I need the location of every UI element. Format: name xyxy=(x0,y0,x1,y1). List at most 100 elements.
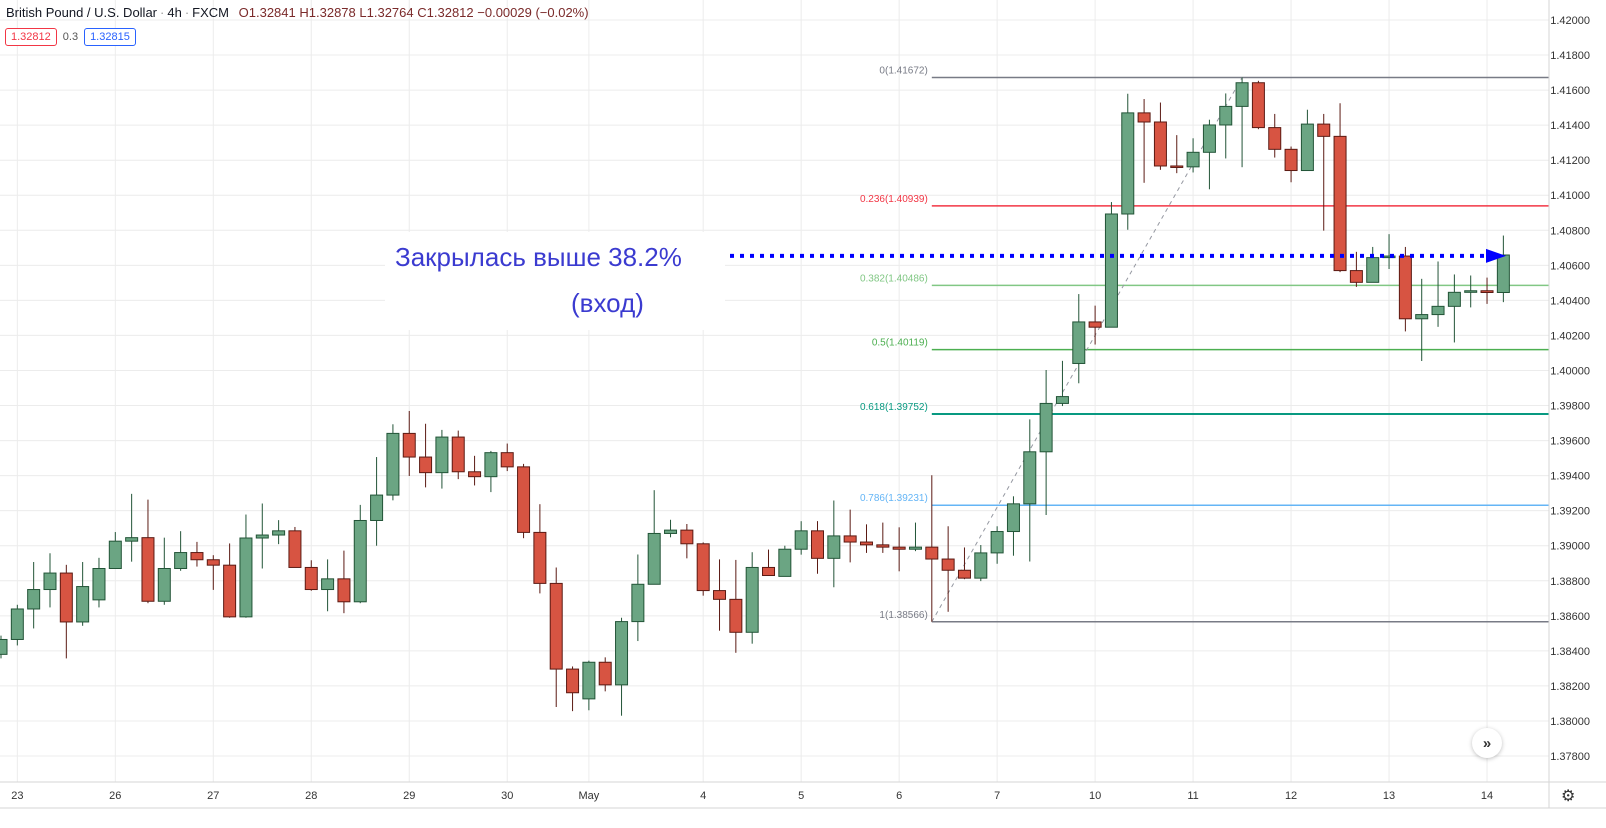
candle-body xyxy=(0,638,8,655)
close-value: C1.32812 xyxy=(417,5,474,20)
candle-body xyxy=(615,621,629,686)
change-value: −0.00029 (−0.02%) xyxy=(477,5,589,20)
candle xyxy=(386,424,400,501)
candle-body xyxy=(696,543,710,592)
candle xyxy=(255,503,269,569)
candle-body xyxy=(1153,121,1167,167)
candle xyxy=(451,430,465,480)
candle xyxy=(1300,109,1314,172)
price-tick-label: 1.40800 xyxy=(1550,225,1590,237)
candle xyxy=(549,567,563,707)
candle xyxy=(647,490,661,585)
interval[interactable]: 4h xyxy=(167,5,182,20)
candle-body xyxy=(1023,451,1037,505)
gear-icon[interactable]: ⚙ xyxy=(1561,788,1576,805)
candle xyxy=(353,504,367,604)
candle-body xyxy=(141,537,155,602)
time-tick-label: 28 xyxy=(305,790,317,802)
annotation-arrow xyxy=(730,248,1506,263)
price-tick-label: 1.39400 xyxy=(1550,471,1590,483)
candle xyxy=(1039,369,1053,516)
candle xyxy=(435,429,449,489)
price-tick-label: 1.41200 xyxy=(1550,155,1590,167)
candle xyxy=(484,450,498,493)
candle-body xyxy=(402,432,416,458)
candle xyxy=(696,542,710,596)
candle-body xyxy=(925,546,939,560)
candle xyxy=(321,559,335,612)
fib-level-label: 0.618(1.39752) xyxy=(860,402,928,413)
candle-body xyxy=(10,608,24,640)
candle-body xyxy=(468,471,482,478)
fib-trend-line xyxy=(931,77,1243,623)
price-tick-label: 1.38800 xyxy=(1550,576,1590,588)
candle-body xyxy=(272,530,286,536)
candle xyxy=(1382,234,1396,270)
candle-body xyxy=(974,552,988,579)
candle-body xyxy=(1235,82,1249,107)
time-axis: 23 26 27 28 29 30 May 4 5 6 7 10 11 12 13 14 xyxy=(0,781,1606,809)
candle xyxy=(827,500,841,588)
price-tick-label: 1.40400 xyxy=(1550,295,1590,307)
candle xyxy=(1170,135,1184,174)
candle xyxy=(1186,138,1200,173)
candle xyxy=(1251,80,1265,130)
sell-button[interactable]: 1.32812 xyxy=(5,28,57,46)
candle-body xyxy=(76,586,90,623)
candle xyxy=(1333,103,1347,273)
candle-body xyxy=(533,531,547,584)
trade-buttons: 1.32812 0.3 1.32815 xyxy=(5,28,136,46)
candle-body xyxy=(1055,396,1069,404)
candle-body xyxy=(745,566,759,633)
time-tick-label: 12 xyxy=(1285,790,1297,802)
candle-body xyxy=(92,568,106,601)
candle xyxy=(1431,261,1445,327)
candle-body xyxy=(321,578,335,591)
candle xyxy=(1268,113,1282,158)
candle xyxy=(1480,277,1494,304)
candle xyxy=(680,523,694,559)
scroll-to-realtime-button[interactable]: » xyxy=(1472,728,1502,758)
candle-body xyxy=(1464,290,1478,293)
candle xyxy=(745,552,759,644)
candle xyxy=(598,657,612,692)
candle xyxy=(974,545,988,582)
time-tick-label: 29 xyxy=(403,790,415,802)
candle-body xyxy=(713,590,727,600)
candle xyxy=(370,457,384,546)
candle-body xyxy=(1268,127,1282,150)
price-tick-label: 1.38600 xyxy=(1550,611,1590,623)
candle-body xyxy=(353,519,367,603)
candle-body xyxy=(631,583,645,623)
time-tick-label: 4 xyxy=(700,790,706,802)
candle-body xyxy=(174,552,188,570)
candle-body xyxy=(827,535,841,559)
time-tick-label: 30 xyxy=(501,790,513,802)
time-tick-label: 7 xyxy=(994,790,1000,802)
candle-body xyxy=(1251,82,1265,129)
price-tick-label: 1.37800 xyxy=(1550,751,1590,763)
candle-body xyxy=(1349,270,1363,283)
symbol-name[interactable]: British Pound / U.S. Dollar xyxy=(6,5,158,20)
annotation-text-box[interactable]: Закрылась выше 38.2% (вход) xyxy=(385,232,725,330)
price-tick-label: 1.41400 xyxy=(1550,120,1590,132)
candle xyxy=(941,526,955,612)
spread: 0.3 xyxy=(62,31,79,43)
fib-level-label: 1(1.38566) xyxy=(879,610,927,621)
arrow-head-icon xyxy=(1486,248,1506,263)
candle xyxy=(1006,496,1020,556)
candle xyxy=(206,555,220,590)
buy-button[interactable]: 1.32815 xyxy=(84,28,136,46)
candle-body xyxy=(957,569,971,579)
candle xyxy=(239,514,253,618)
candle-body xyxy=(762,566,776,577)
candle xyxy=(76,562,90,626)
price-tick-label: 1.40000 xyxy=(1550,365,1590,377)
candle xyxy=(1284,146,1298,183)
candle-body xyxy=(288,530,302,568)
candle-body xyxy=(1480,290,1494,293)
price-tick-label: 1.41800 xyxy=(1550,50,1590,62)
candle xyxy=(631,554,645,642)
candle-body xyxy=(484,452,498,478)
